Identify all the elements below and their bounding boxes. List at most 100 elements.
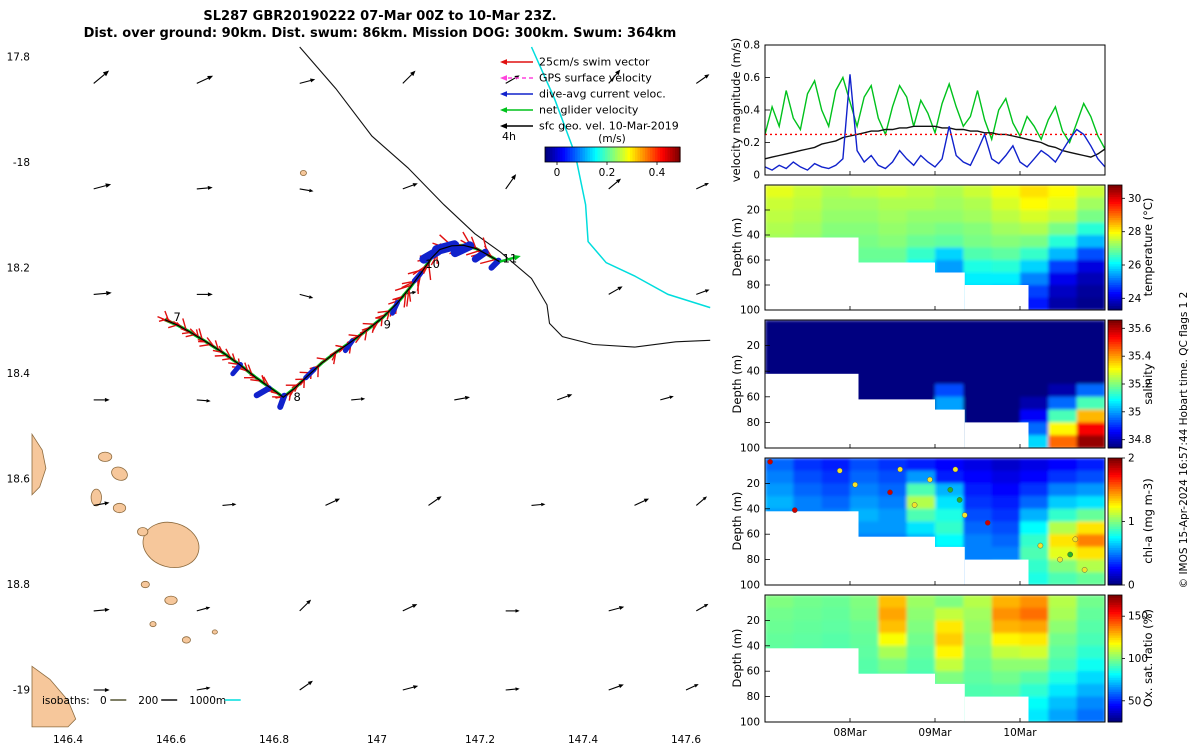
colorbar-cell <box>1108 523 1122 527</box>
heatmap-cell <box>963 470 993 484</box>
heatmap-cell <box>906 197 936 211</box>
heatmap-cell <box>850 595 879 609</box>
heatmap-cell <box>935 185 964 199</box>
colorbar-cell <box>1108 618 1122 622</box>
heatmap-cell <box>963 645 993 660</box>
map-colorbar-cell <box>662 147 666 162</box>
heatmap-cell <box>1048 496 1078 510</box>
colorbar-cell <box>1108 472 1122 475</box>
colorbar-cell <box>1108 282 1122 286</box>
heatmap-cell <box>1020 470 1049 484</box>
legend-item-label: sfc geo. vel. 10-Mar-2019 <box>539 120 679 133</box>
colorbar-cell <box>1108 443 1122 447</box>
geo-velocity-arrow-head <box>702 496 707 501</box>
right-panels: 00.20.40.60.8204060801002426283020406080… <box>740 40 1152 740</box>
heatmap-cell <box>963 496 993 510</box>
heatmap-cell <box>878 645 908 660</box>
colorbar-cell <box>1108 490 1122 494</box>
colorbar-cell <box>1108 627 1122 631</box>
geo-velocity-arrow <box>93 185 107 190</box>
heatmap-cell <box>793 320 823 334</box>
map-colorbar-cell <box>635 147 639 162</box>
waypoint-label: 8 <box>294 390 301 404</box>
map-y-tick-label: 17.8 <box>7 52 30 64</box>
heatmap-cell <box>765 620 794 634</box>
heatmap-cell <box>1020 658 1049 672</box>
swim-vector <box>225 348 232 359</box>
colorbar-cell <box>1108 393 1122 397</box>
heatmap-cell <box>821 470 851 484</box>
heatmap-cell <box>1048 210 1078 224</box>
no-data-mask <box>935 272 965 310</box>
geo-velocity-arrow-head <box>410 70 416 77</box>
heatmap-cell <box>991 458 1021 472</box>
depth-tick-label: 20 <box>747 478 760 490</box>
section-3: 20 40 60 80 100 0 1 2 <box>740 453 1135 592</box>
colorbar-cell <box>1108 191 1122 195</box>
colorbar-cell <box>1108 277 1122 281</box>
map-colorbar-cell <box>652 147 656 162</box>
heatmap-cell <box>793 633 823 647</box>
heatmap-cell <box>878 470 908 484</box>
geo-velocity-arrow-head <box>704 289 710 293</box>
swim-vector <box>408 289 412 302</box>
heatmap-cell <box>963 683 993 698</box>
swim-vector <box>427 262 432 281</box>
heatmap-cell <box>793 358 823 372</box>
heatmap-cell <box>878 197 908 211</box>
colorbar-cell <box>1108 242 1122 246</box>
no-data-mask <box>765 237 859 310</box>
heatmap-cell <box>1076 320 1105 334</box>
net-glider-end-arrow <box>499 256 515 263</box>
colorbar-cell <box>1108 407 1122 411</box>
colorbar-cell <box>1108 291 1122 295</box>
heatmap-cell <box>935 320 964 334</box>
map-colorbar-cell <box>552 147 556 162</box>
heatmap-cell <box>906 496 936 510</box>
heatmap-cell <box>1048 358 1078 372</box>
heatmap-cell <box>935 607 964 621</box>
isobath-entry: 200 <box>138 695 158 707</box>
depth-tick-label: 100 <box>740 443 760 455</box>
depth-tick-label: 80 <box>747 554 760 566</box>
heatmap-cell <box>1048 508 1078 523</box>
heatmap-cell <box>991 534 1021 548</box>
colorbar-cell <box>1108 256 1122 260</box>
map-colorbar-cell <box>657 147 661 162</box>
swim-vector <box>231 353 236 362</box>
geo-velocity-arrow <box>222 503 233 506</box>
heatmap-cell <box>850 320 879 334</box>
track-centerline <box>164 244 500 398</box>
heatmap-cell <box>1048 645 1078 660</box>
heatmap-cell <box>1048 470 1078 484</box>
geo-velocity-arrow <box>608 685 620 691</box>
geo-velocity-arrow <box>695 76 706 84</box>
geo-velocity-arrow-head <box>669 395 674 399</box>
heatmap-cell <box>935 345 964 359</box>
heatmap-cell <box>1076 546 1105 561</box>
geo-velocity-arrow-head <box>643 498 649 503</box>
heatmap-cell <box>1020 458 1049 472</box>
map-colorbar-cell <box>667 147 671 162</box>
colorbar-cell <box>1108 507 1122 511</box>
heatmap-cell <box>821 210 851 224</box>
map-panel: 146.4 146.6 146.8 147 147.2 147.4 147.6 17.8 -18… <box>7 46 711 746</box>
map-colorbar-cell <box>655 147 659 162</box>
heatmap-cell <box>1048 671 1078 685</box>
heatmap-cell <box>793 197 823 211</box>
colorbar-cell <box>1108 226 1122 230</box>
colorbar-cell <box>1108 307 1122 311</box>
colorbar-cell <box>1108 483 1122 487</box>
dive-avg-current-vector <box>253 385 272 399</box>
heatmap-cell <box>963 197 993 211</box>
heatmap-cell <box>1076 222 1105 236</box>
colorbar-cell <box>1108 707 1122 711</box>
heatmap-cell <box>906 595 936 609</box>
colorbar-cell <box>1108 247 1122 251</box>
colorbar-cell <box>1108 658 1122 662</box>
no-data-mask <box>858 673 935 722</box>
heatmap-cell <box>963 458 993 472</box>
geo-velocity-arrow <box>608 73 618 84</box>
heatmap-cell <box>991 595 1021 609</box>
